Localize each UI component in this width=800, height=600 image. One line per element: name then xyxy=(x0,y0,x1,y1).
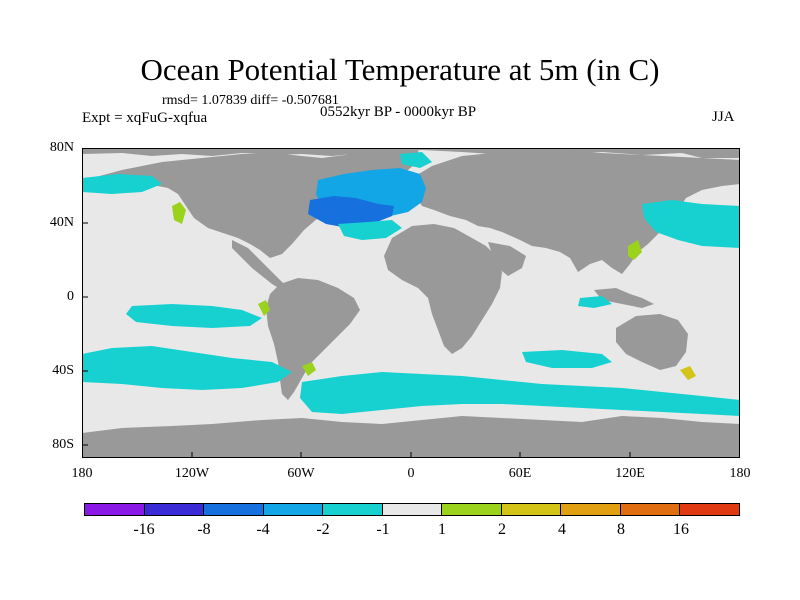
anomaly-nordic-seas xyxy=(400,152,432,168)
x-label-60e: 60E xyxy=(508,466,532,481)
anomaly-north-atlantic-minus1 xyxy=(338,220,402,240)
x-label-120e: 120E xyxy=(615,466,645,481)
colorbar-label: -16 xyxy=(133,521,155,538)
colorbar-segment xyxy=(144,504,205,515)
land-australia xyxy=(616,314,688,370)
season-label: JJA xyxy=(712,109,735,125)
land-south-america xyxy=(266,278,360,400)
colorbar-label: 1 xyxy=(438,521,446,538)
colorbar-segment xyxy=(204,504,264,515)
x-label-180e: 180 xyxy=(729,466,751,481)
colorbar-segment xyxy=(442,504,502,515)
colorbar-label: -4 xyxy=(256,521,270,538)
anomaly-indian-ocean-east xyxy=(578,296,612,308)
anomaly-pacific-west-arc xyxy=(82,174,162,194)
anomaly-north-pacific xyxy=(642,200,740,248)
land-antarctica xyxy=(82,416,740,458)
anomaly-north-atlantic-minus4 xyxy=(308,196,394,228)
colorbar-label: 8 xyxy=(617,521,625,538)
anomaly-pacific-warm xyxy=(172,202,186,224)
x-label-60w: 60W xyxy=(287,466,315,481)
experiment-label: Expt = xqFuG-xqfua xyxy=(82,110,208,126)
colorbar-label: 2 xyxy=(498,521,506,538)
y-label-80s: 80S xyxy=(52,437,74,452)
anomaly-indian-ocean xyxy=(522,350,612,368)
colorbar-label: 16 xyxy=(673,521,689,538)
colorbar-segment xyxy=(263,504,324,515)
colorbar-segment xyxy=(323,504,383,515)
anomaly-southern-ocean-atlantic xyxy=(300,372,740,416)
colorbar-label: 4 xyxy=(558,521,566,538)
colorbar-segment xyxy=(680,504,740,515)
land-eurasia xyxy=(412,150,740,274)
anomaly-south-pacific-band xyxy=(126,304,262,328)
x-label-180w: 180 xyxy=(71,466,93,481)
colorbar-segment xyxy=(561,504,621,515)
period-label: 0552kyr BP - 0000kyr BP xyxy=(320,104,477,120)
anomaly-australia-warm xyxy=(680,366,696,380)
land-arctic xyxy=(82,148,740,158)
colorbar-segment xyxy=(620,504,681,515)
y-label-40n: 40N xyxy=(49,215,74,230)
x-label-120w: 120W xyxy=(174,466,210,481)
land-indonesia xyxy=(594,288,654,308)
anomaly-japan-warm xyxy=(628,240,642,260)
map-ticks xyxy=(82,148,631,458)
land-arabia xyxy=(488,242,526,276)
anomaly-patagonia-warm xyxy=(302,362,316,376)
land-central-america xyxy=(232,240,288,290)
anomaly-peru-warm xyxy=(258,300,270,316)
colorbar xyxy=(84,503,740,516)
world-map xyxy=(82,148,740,458)
x-label-0: 0 xyxy=(407,466,415,481)
colorbar-label: -8 xyxy=(197,521,211,538)
colorbar-segment xyxy=(501,504,562,515)
y-label-80n: 80N xyxy=(49,140,74,155)
stats-text: rmsd= 1.07839 diff= -0.507681 xyxy=(162,93,339,108)
colorbar-segment xyxy=(85,504,145,515)
anomaly-southern-ocean-west xyxy=(82,346,292,390)
colorbar-label: -2 xyxy=(316,521,330,538)
y-label-40s: 40S xyxy=(52,363,74,378)
colorbar-label: -1 xyxy=(376,521,390,538)
colorbar-segment xyxy=(382,504,443,515)
y-label-0: 0 xyxy=(67,289,74,304)
land-africa xyxy=(384,224,502,354)
plot-title: Ocean Potential Temperature at 5m (in C) xyxy=(140,52,660,87)
